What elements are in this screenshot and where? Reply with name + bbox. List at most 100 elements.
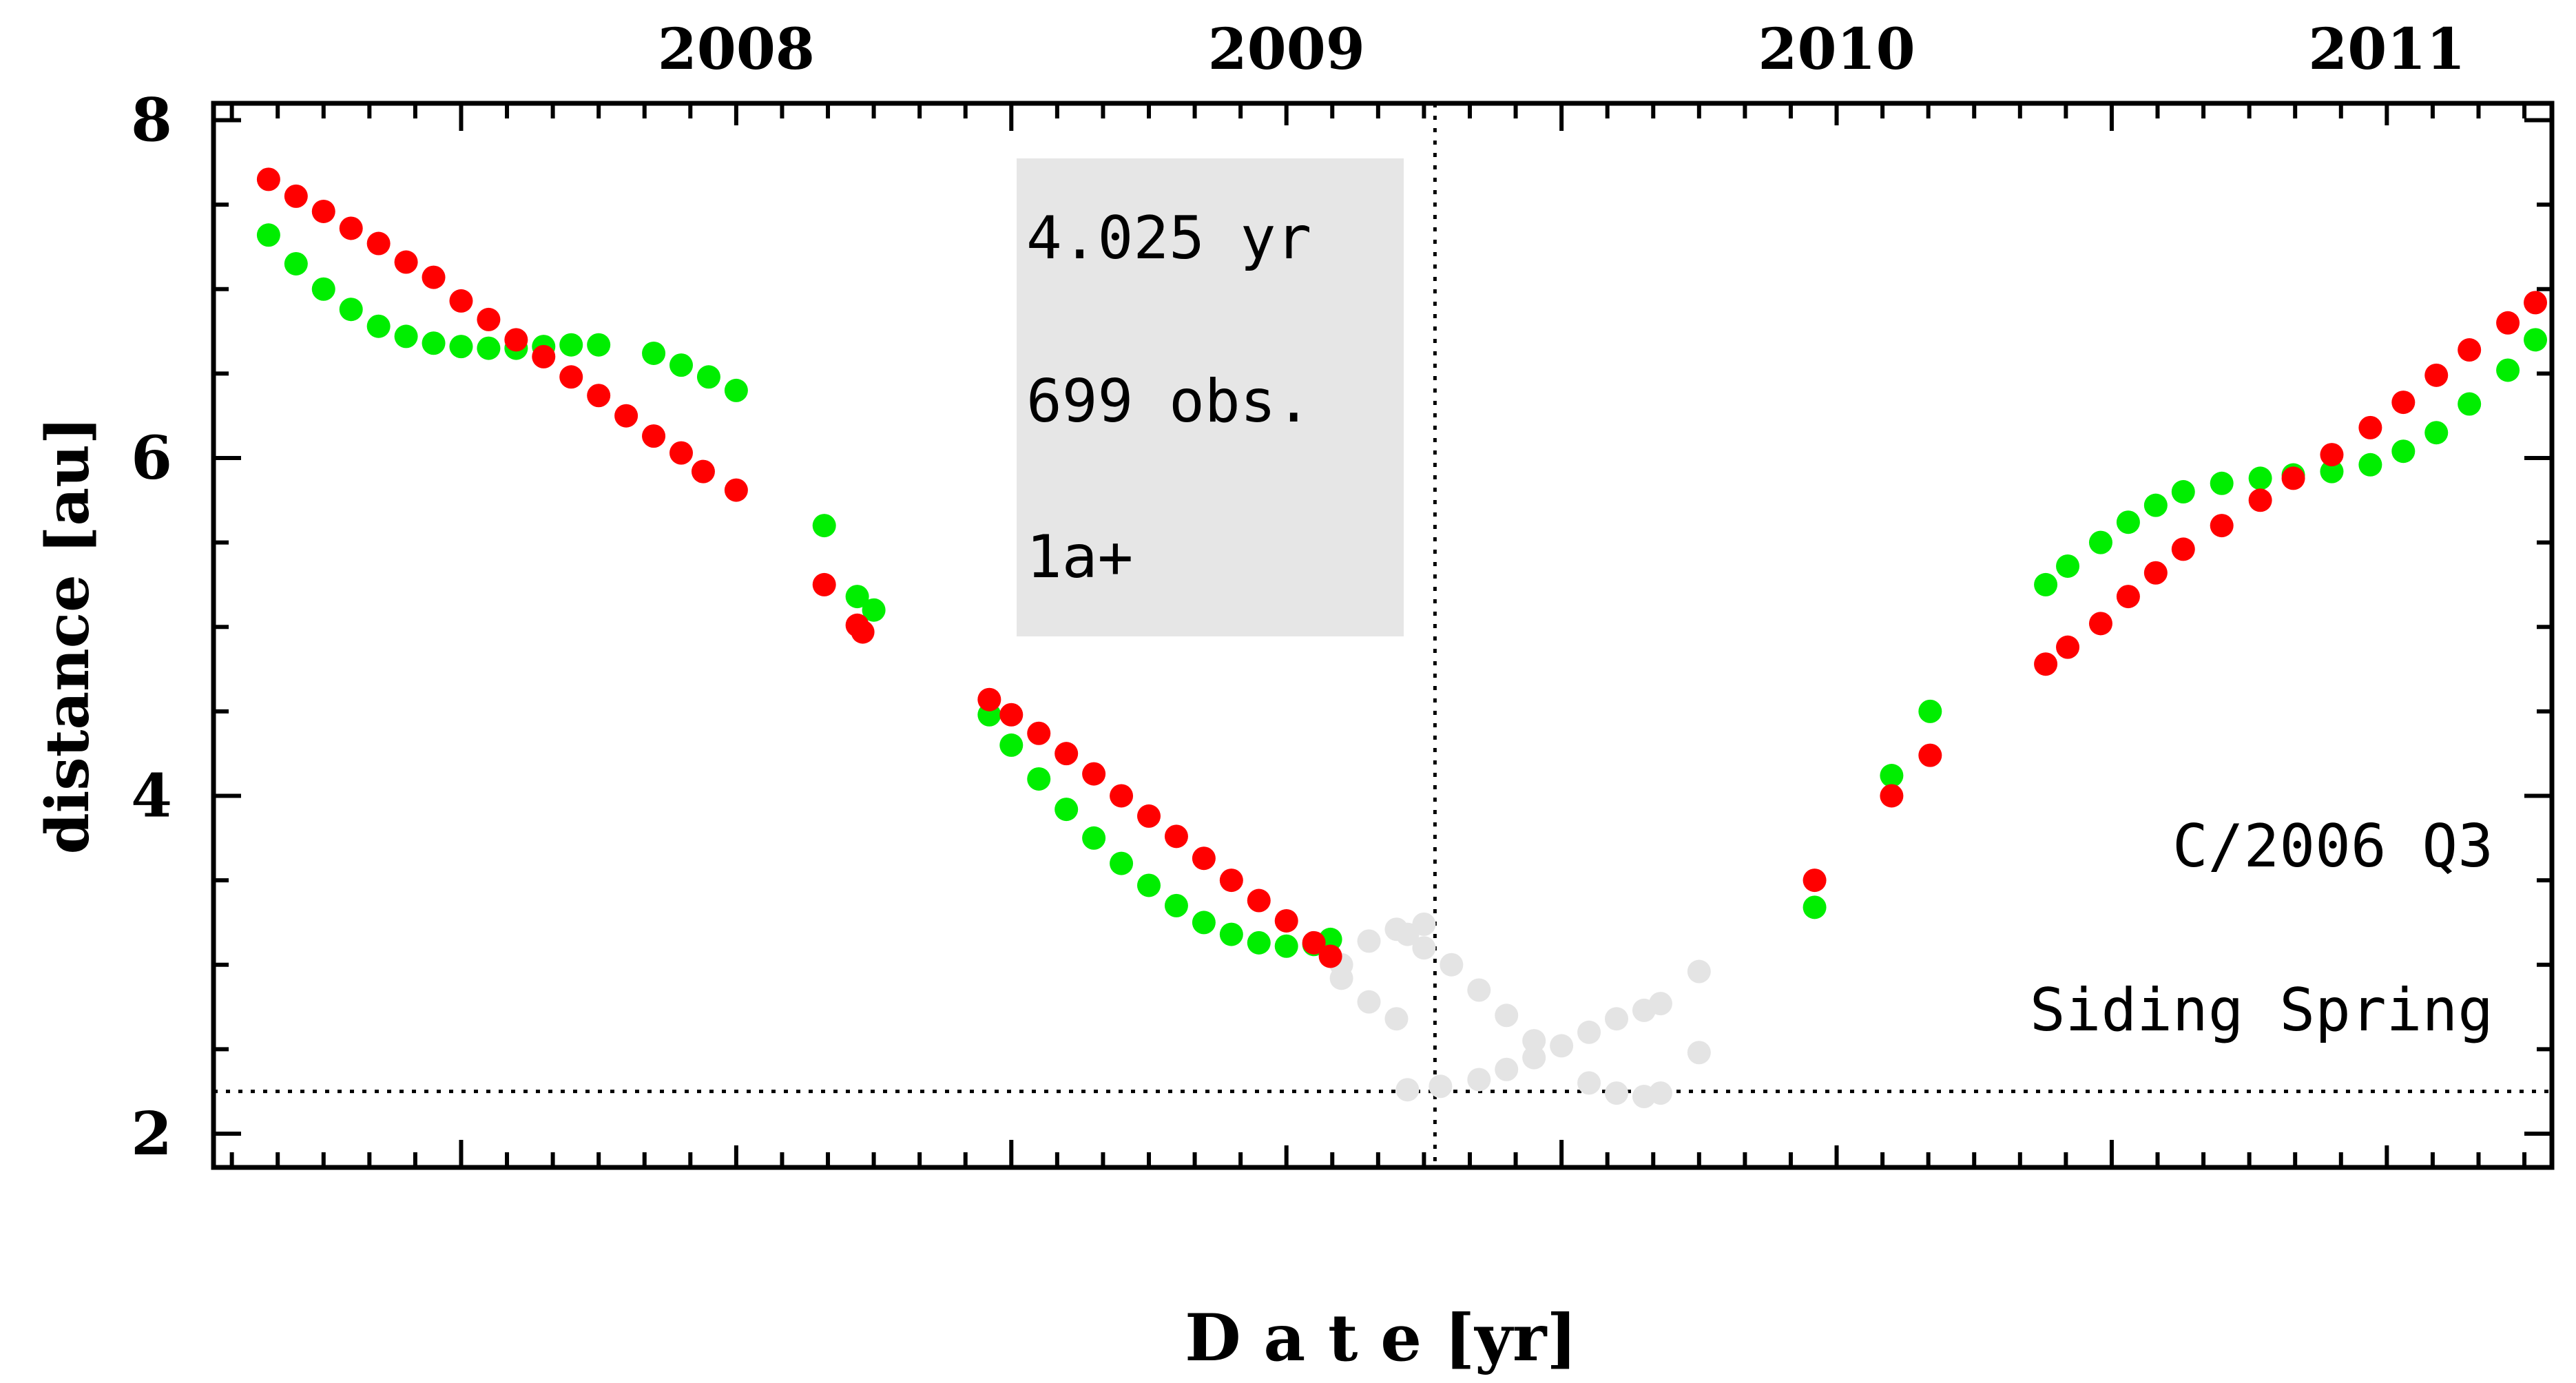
data-point <box>1412 936 1436 960</box>
info-box-observations: 699 obs. <box>1026 367 1311 436</box>
data-point <box>2171 537 2195 561</box>
data-point <box>559 333 583 357</box>
data-point <box>449 335 473 359</box>
data-point <box>1880 784 1904 808</box>
data-point <box>2248 488 2272 512</box>
data-point <box>862 598 886 622</box>
data-point <box>812 514 836 538</box>
object-label: Siding Spring <box>2030 976 2493 1045</box>
data-point <box>999 703 1024 727</box>
data-point <box>256 167 280 191</box>
data-point <box>1055 798 1079 822</box>
axis-ticks: 2008 2009 2010 2011 2 4 6 8 <box>131 17 2552 1169</box>
data-point <box>2496 311 2520 335</box>
data-point <box>1395 1078 1420 1102</box>
data-point <box>642 424 666 448</box>
data-point <box>1605 1081 1628 1105</box>
data-point <box>1082 762 1106 786</box>
plot-frame <box>211 101 2555 1170</box>
data-point <box>1357 929 1381 953</box>
data-point <box>1648 992 1672 1016</box>
data-point <box>1247 930 1271 955</box>
data-point <box>2143 561 2168 585</box>
data-point <box>2034 572 2058 596</box>
data-point <box>1605 1007 1628 1031</box>
data-point <box>999 733 1024 757</box>
data-point <box>1918 743 1942 767</box>
data-point <box>1082 826 1106 850</box>
data-point <box>977 687 1001 711</box>
data-point <box>1495 1004 1519 1028</box>
data-point <box>477 307 501 331</box>
data-point <box>1522 1046 1546 1070</box>
info-box-orbit-class: 1a+ <box>1026 523 1133 592</box>
data-point <box>1522 1029 1546 1053</box>
data-point <box>1302 930 1326 955</box>
data-point <box>2056 635 2080 659</box>
data-point <box>2496 358 2520 382</box>
axis-labels: distance [au] D a t e [yr] 4.025 yr 699 … <box>33 204 2493 1376</box>
data-point <box>2116 510 2140 534</box>
data-point <box>2088 612 2112 636</box>
top-year-label: 2010 <box>1758 17 1915 83</box>
data-point <box>1803 869 1827 893</box>
data-points <box>256 167 2548 1108</box>
data-point <box>2116 585 2140 609</box>
data-point <box>1274 934 1298 958</box>
plot-border <box>211 101 2555 1170</box>
data-point <box>1918 699 1942 723</box>
data-point <box>311 277 335 301</box>
data-point <box>587 333 611 357</box>
data-point <box>1164 893 1188 917</box>
data-point <box>1219 922 1243 946</box>
data-point <box>422 265 446 289</box>
data-point <box>2248 466 2272 490</box>
data-point <box>1219 869 1243 893</box>
data-point <box>2171 480 2195 504</box>
data-point <box>1055 742 1079 766</box>
data-point <box>449 289 473 313</box>
data-point <box>1467 1068 1491 1092</box>
data-point <box>394 250 418 274</box>
data-point <box>311 199 335 223</box>
data-point <box>851 620 875 644</box>
data-point <box>1395 922 1420 946</box>
data-point <box>1495 1057 1519 1081</box>
data-point <box>504 328 528 352</box>
info-box-arc-length: 4.025 yr <box>1026 204 1311 273</box>
data-point <box>532 344 556 368</box>
y-tick-label: 2 <box>131 1099 172 1169</box>
data-point <box>394 324 418 349</box>
data-point <box>1027 767 1051 791</box>
data-point <box>642 341 666 365</box>
y-tick-label: 8 <box>131 86 172 156</box>
data-point <box>724 478 748 502</box>
data-point <box>1027 721 1051 745</box>
data-point <box>1440 953 1464 977</box>
data-point <box>1247 888 1271 913</box>
data-point <box>1687 1041 1711 1065</box>
data-point <box>339 216 363 240</box>
top-year-label: 2008 <box>658 17 815 83</box>
data-point <box>1577 1071 1601 1095</box>
y-tick-label: 6 <box>131 424 172 493</box>
data-point <box>256 223 280 247</box>
data-point <box>2034 652 2058 676</box>
data-point <box>1384 1007 1409 1031</box>
data-point <box>1687 959 1711 984</box>
data-point <box>1648 1081 1672 1105</box>
data-point <box>2210 471 2234 495</box>
data-point <box>2320 443 2344 467</box>
object-name: C/2006 Q3 <box>2172 812 2493 881</box>
data-point <box>1192 911 1216 935</box>
data-point <box>1274 908 1298 933</box>
data-point <box>339 298 363 322</box>
data-point <box>614 404 638 428</box>
data-point <box>284 184 308 208</box>
data-point <box>284 251 308 275</box>
data-point <box>2281 466 2305 490</box>
y-axis-label: distance [au] <box>33 417 103 855</box>
data-point <box>691 459 715 483</box>
data-point <box>1192 846 1216 871</box>
data-point <box>669 353 693 377</box>
